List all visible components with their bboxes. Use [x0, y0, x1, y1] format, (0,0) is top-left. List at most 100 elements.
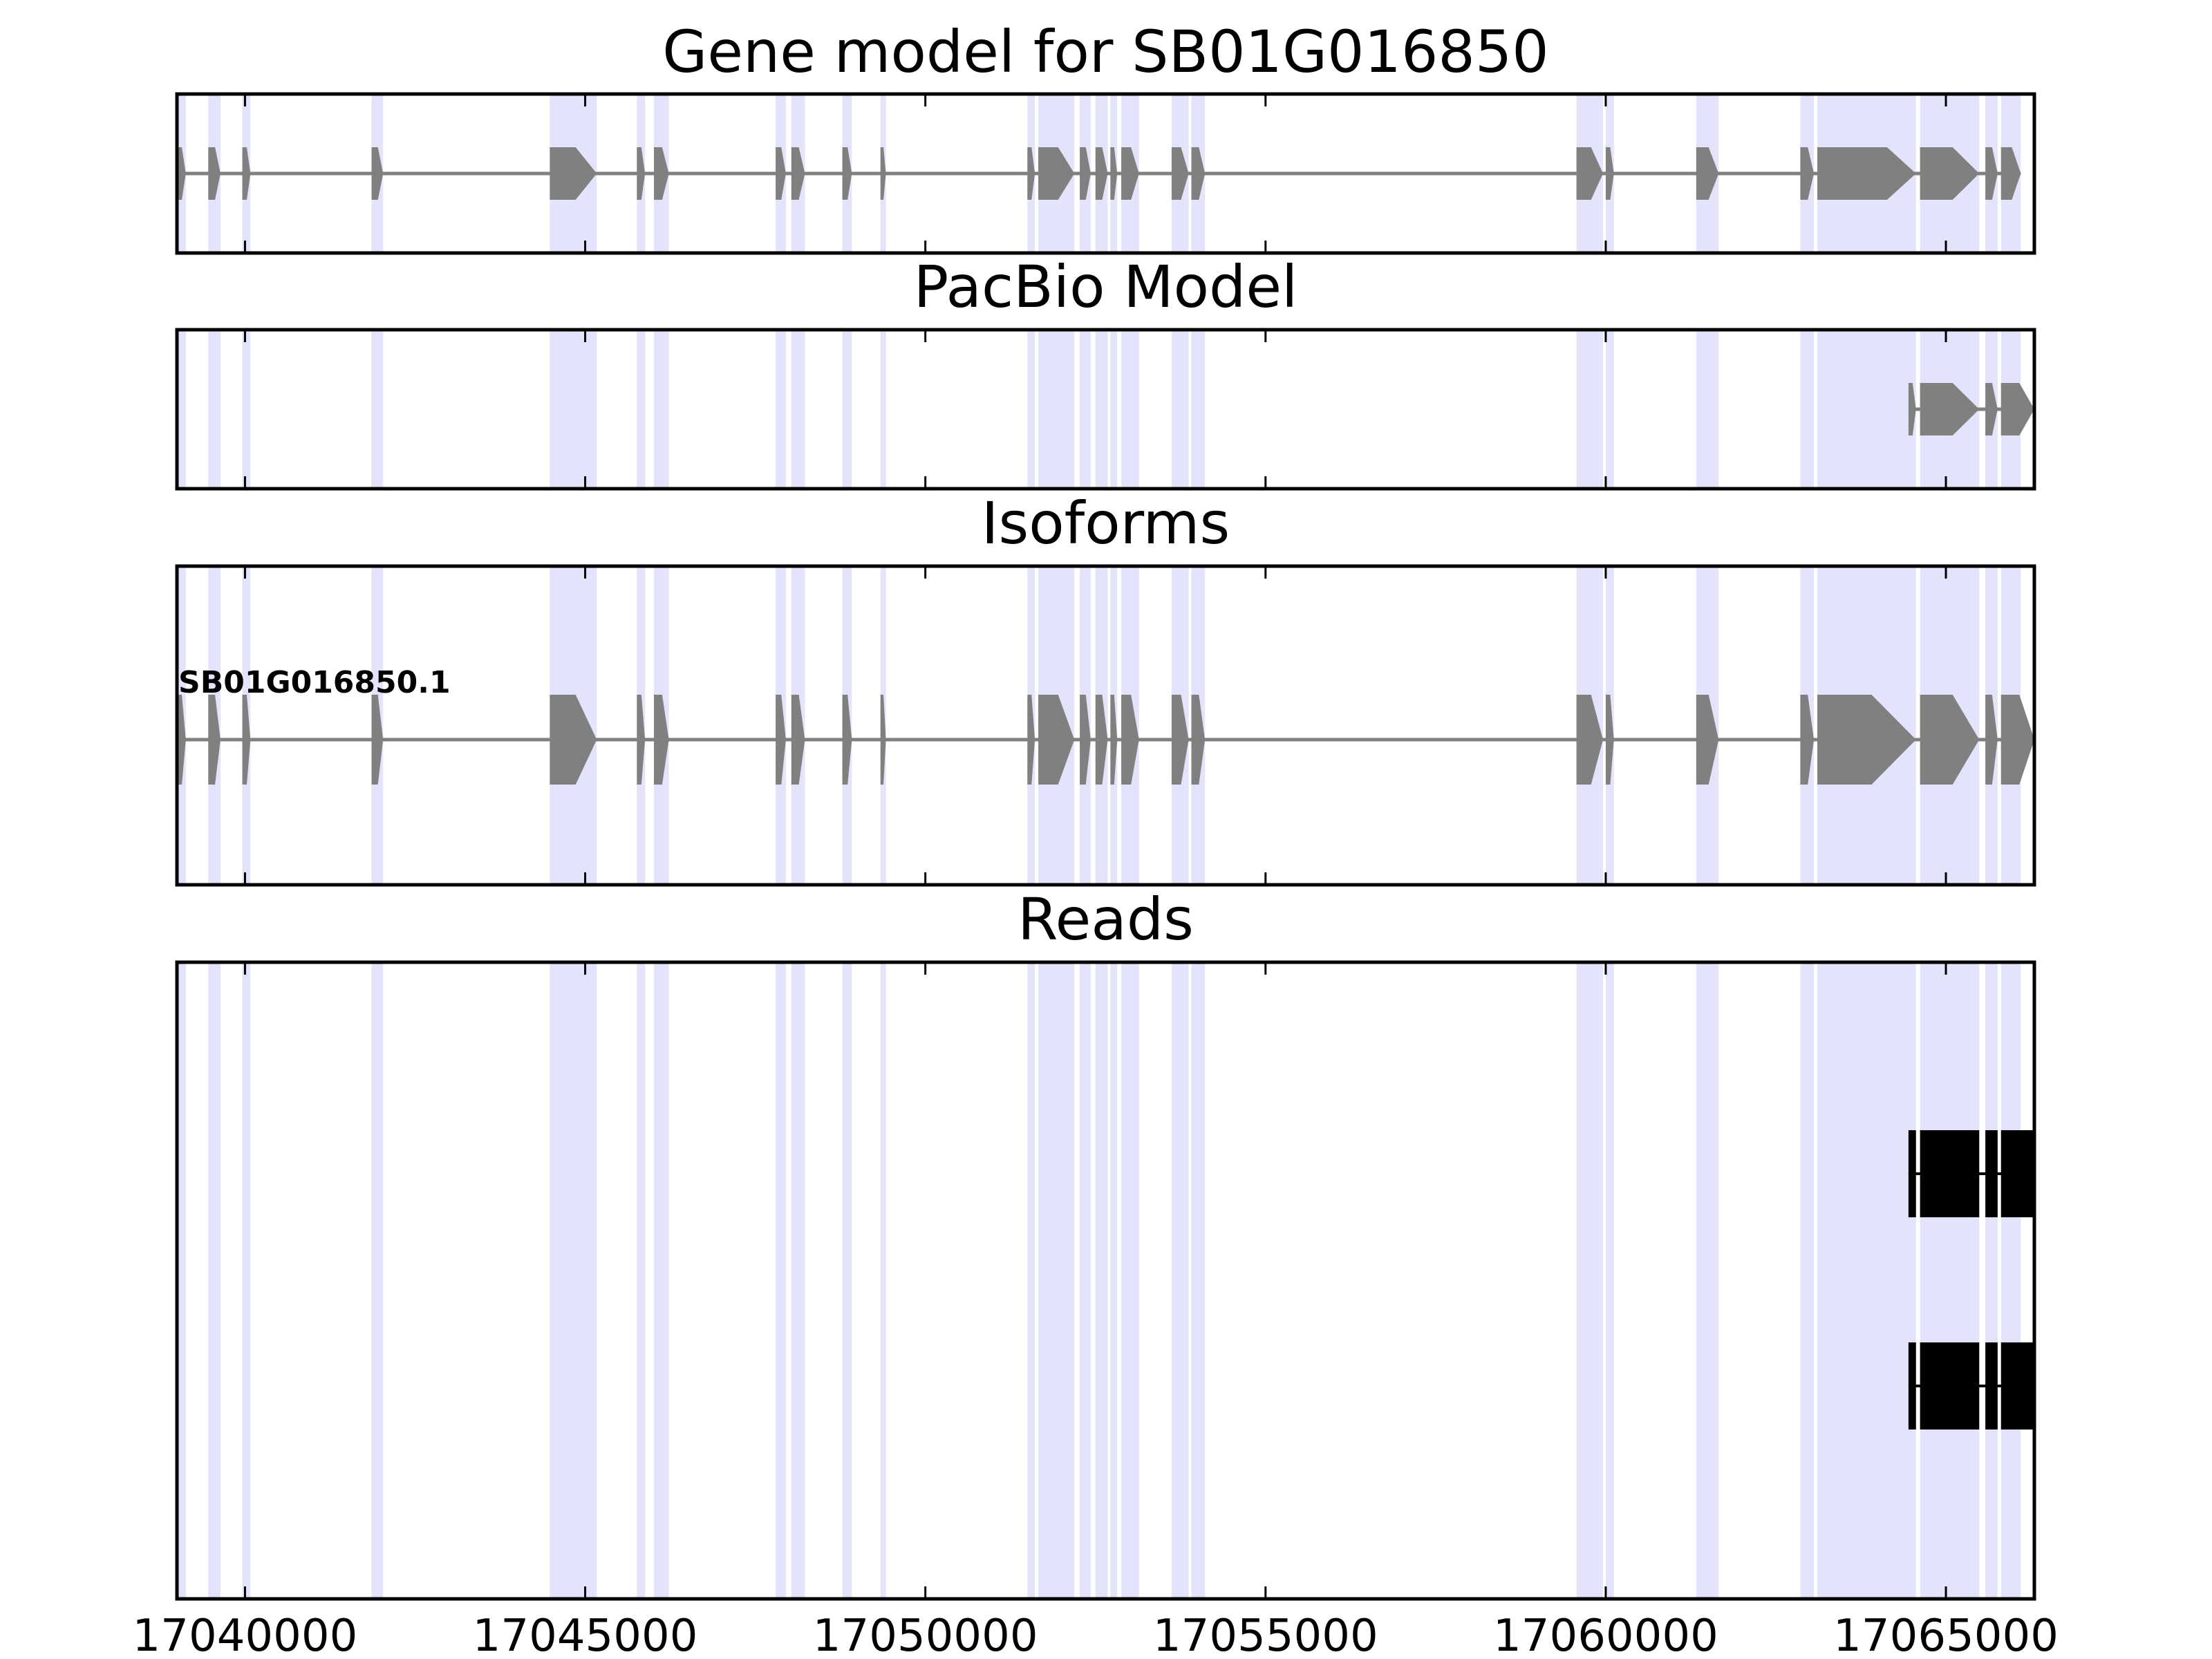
exon — [371, 695, 384, 785]
exon — [1920, 147, 1980, 200]
exon — [1027, 695, 1035, 785]
read-block — [2000, 1342, 2034, 1430]
read-block — [1920, 1130, 1980, 1217]
exon — [1920, 383, 1980, 435]
exon-highlight-band — [177, 962, 186, 1599]
panel-title: PacBio Model — [914, 253, 1298, 321]
exon-highlight-band — [550, 330, 597, 489]
exon-highlight-band — [371, 962, 384, 1599]
exon-highlight-band — [550, 962, 597, 1599]
exon-highlight-band — [1817, 962, 1916, 1599]
exon-highlight-band — [653, 962, 669, 1599]
exon — [208, 147, 221, 200]
exon — [1095, 695, 1108, 785]
exon-highlight-band — [1095, 330, 1108, 489]
exon-highlight-band — [177, 330, 186, 489]
exon-highlight-band — [371, 330, 384, 489]
x-tick-label: 17045000 — [473, 1611, 698, 1659]
exon — [242, 147, 251, 200]
exon-highlight-band — [1038, 330, 1075, 489]
exon — [637, 695, 646, 785]
x-tick-label: 17055000 — [1153, 1611, 1378, 1659]
x-tick-label: 17060000 — [1493, 1611, 1718, 1659]
exon-highlight-band — [1110, 330, 1118, 489]
exon — [1191, 695, 1206, 785]
exon-highlight-band — [1027, 962, 1035, 1599]
read-2 — [1908, 1342, 2034, 1430]
panel-1: Gene model for SB01G016850 — [175, 18, 2036, 255]
exon — [1171, 695, 1189, 785]
exon-highlight-band — [1121, 962, 1139, 1599]
exon-highlight-band — [1080, 962, 1091, 1599]
exon — [1038, 695, 1075, 785]
x-tick-label: 17050000 — [813, 1611, 1038, 1659]
exon-highlight-band — [1171, 330, 1189, 489]
exon — [1817, 695, 1916, 785]
exon — [1080, 147, 1091, 200]
read-block — [1985, 1342, 1998, 1430]
read-block — [1920, 1342, 1980, 1430]
exon-highlight-band — [1800, 330, 1815, 489]
exon-highlight-band — [842, 330, 852, 489]
exon-highlight-band — [653, 330, 669, 489]
exon-highlight-band — [880, 962, 886, 1599]
exon-highlight-band — [1191, 330, 1206, 489]
exon-highlight-band — [1800, 962, 1815, 1599]
exon — [791, 147, 805, 200]
exon — [1027, 147, 1035, 200]
exon — [1121, 147, 1139, 200]
exon — [1576, 147, 1603, 200]
exon — [242, 695, 251, 785]
exon-highlight-band — [1191, 962, 1206, 1599]
exon — [1191, 147, 1206, 200]
exon — [842, 147, 852, 200]
exon — [776, 695, 786, 785]
exon — [1800, 695, 1815, 785]
exon — [1985, 383, 1998, 435]
panel-4: Reads — [175, 885, 2036, 1601]
exon — [550, 147, 597, 200]
exon-highlight-band — [1576, 962, 1603, 1599]
exon — [1605, 147, 1614, 200]
exon — [371, 147, 384, 200]
exon — [1095, 147, 1108, 200]
exon-highlight-band — [1696, 330, 1719, 489]
exon-highlight-band — [637, 330, 646, 489]
panel-frame — [175, 92, 2036, 255]
exon — [1696, 695, 1719, 785]
exon-highlight-band — [842, 962, 852, 1599]
exon-highlight-band — [637, 962, 646, 1599]
panel-frame — [175, 564, 2036, 887]
read-block — [1908, 1342, 1916, 1430]
exon-highlight-band — [2000, 962, 2021, 1599]
exon-highlight-band — [1576, 330, 1603, 489]
exon-highlight-band — [791, 330, 805, 489]
exon — [1800, 147, 1815, 200]
exon — [842, 695, 852, 785]
x-tick-label: 17040000 — [133, 1611, 358, 1659]
exon — [1038, 147, 1075, 200]
panel-title: Reads — [1018, 885, 1194, 953]
read-1 — [1908, 1130, 2034, 1217]
exon — [653, 147, 669, 200]
exon-highlight-band — [1985, 962, 1998, 1599]
exon-highlight-band — [208, 962, 221, 1599]
exon-highlight-band — [1920, 962, 1980, 1599]
exon — [1110, 147, 1118, 200]
panel-3: Isoforms SB01G016850.1 — [175, 489, 2036, 887]
exon — [1920, 695, 1980, 785]
exon-highlight-band — [208, 330, 221, 489]
isoform-label: SB01G016850.1 — [178, 665, 451, 700]
exon — [637, 147, 646, 200]
exon — [208, 695, 221, 785]
panel-frame — [175, 960, 2036, 1601]
exon-highlight-band — [880, 330, 886, 489]
exon-highlight-band — [1110, 962, 1118, 1599]
exon-highlight-band — [1605, 962, 1614, 1599]
exon — [1985, 147, 1998, 200]
exon-highlight-band — [1817, 330, 1916, 489]
panel-title: Gene model for SB01G016850 — [662, 18, 1548, 86]
exon — [177, 147, 186, 200]
exon-highlight-band — [1605, 330, 1614, 489]
